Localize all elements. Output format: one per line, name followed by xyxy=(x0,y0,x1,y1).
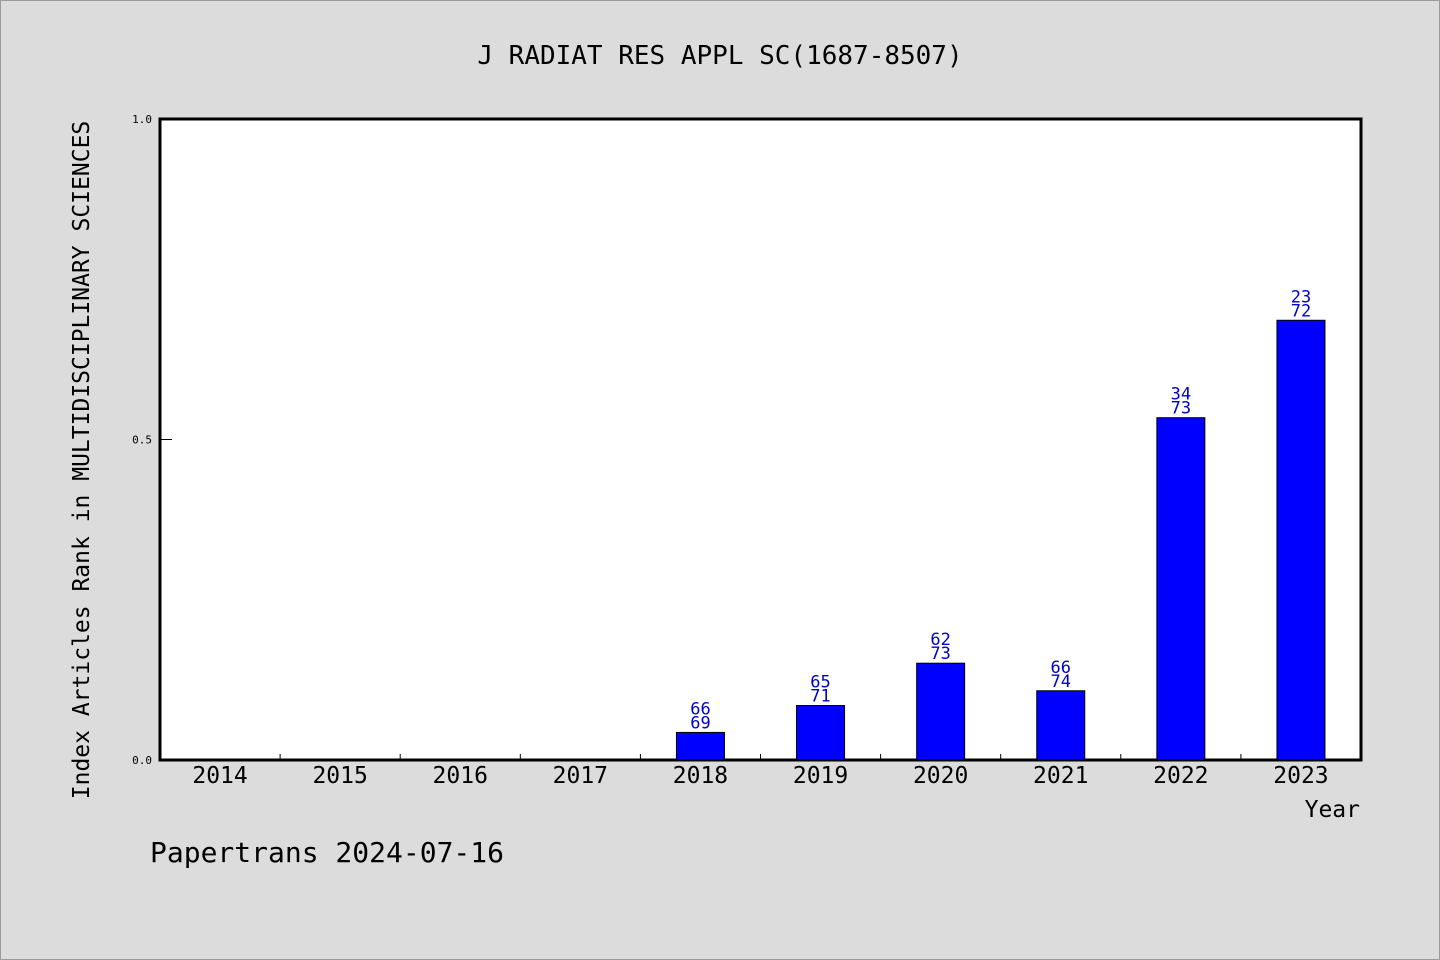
chart-title: J RADIAT RES APPL SC(1687-8507) xyxy=(477,41,962,71)
footer-credit: Papertrans 2024-07-16 xyxy=(150,836,504,869)
bar-label-bottom: 71 xyxy=(810,687,830,707)
y-axis: 0.0 0.5 1.0 xyxy=(132,113,172,767)
x-axis: 2014 2015 2016 2017 2018 2019 2020 2021 2022 2023 xyxy=(192,754,1329,789)
x-tick-label: 2015 xyxy=(312,763,367,789)
y-axis-label: Index Articles Rank in MULTIDISCIPLINARY… xyxy=(69,121,95,800)
x-axis-label: Year xyxy=(1305,797,1360,823)
bar xyxy=(675,731,725,761)
bar-label-bottom: 72 xyxy=(1291,301,1311,321)
bar xyxy=(1156,417,1206,761)
x-tick-label: 2016 xyxy=(433,763,488,789)
bar-label-bottom: 69 xyxy=(690,713,710,733)
x-tick-label: 2014 xyxy=(192,763,247,789)
x-tick-label: 2022 xyxy=(1153,763,1208,789)
bar-label-top: 62 xyxy=(930,630,950,650)
bar-label-bottom: 73 xyxy=(930,644,950,664)
bar-label-bottom: 74 xyxy=(1051,672,1071,692)
bar-label-top: 34 xyxy=(1171,385,1191,405)
y-tick-label: 0.5 xyxy=(132,434,152,447)
bar xyxy=(916,662,966,761)
y-tick-label: 0.0 xyxy=(132,754,152,767)
x-tick-label: 2019 xyxy=(793,763,848,789)
x-tick-label: 2020 xyxy=(913,763,968,789)
bar xyxy=(796,705,846,761)
x-tick-label: 2018 xyxy=(673,763,728,789)
x-tick-label: 2021 xyxy=(1033,763,1088,789)
bar xyxy=(1276,319,1326,761)
bar-label-top: 66 xyxy=(1051,658,1071,678)
y-tick-label: 1.0 xyxy=(132,113,152,126)
bar xyxy=(1036,690,1086,761)
bar-series xyxy=(675,319,1326,761)
x-tick-label: 2017 xyxy=(553,763,608,789)
bar-label-top: 23 xyxy=(1291,287,1311,307)
x-tick-label: 2023 xyxy=(1273,763,1328,789)
bar-label-top: 66 xyxy=(690,699,710,719)
bar-label-bottom: 73 xyxy=(1171,399,1191,419)
bar-label-top: 65 xyxy=(810,673,830,693)
